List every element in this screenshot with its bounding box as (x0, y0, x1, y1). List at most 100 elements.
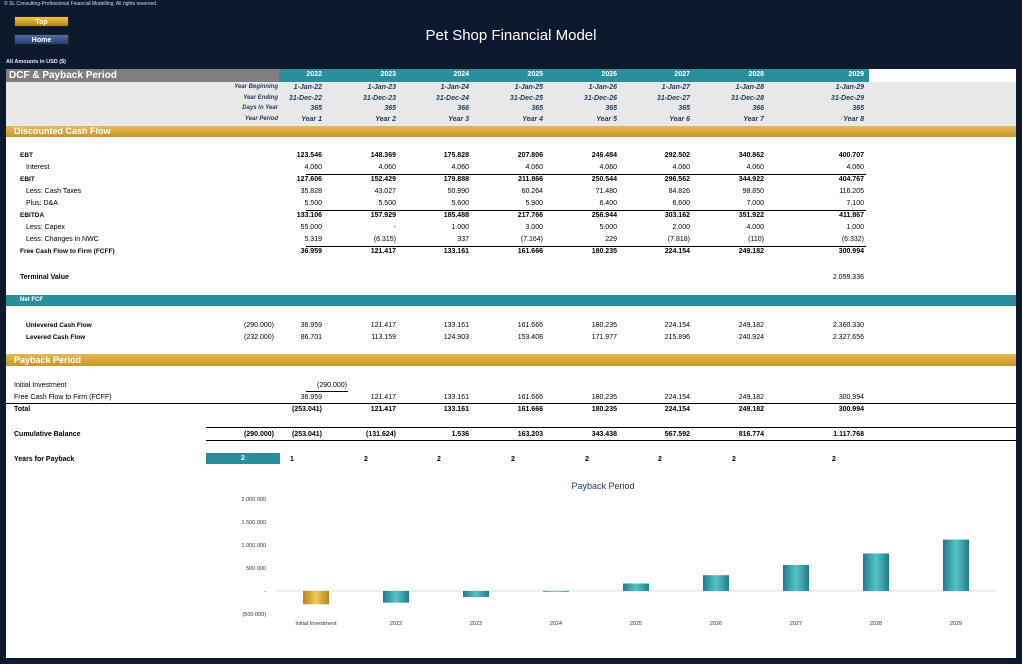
info-value: 366 (457, 105, 469, 112)
bar-2025 (623, 583, 649, 591)
dcf-cell: 60.264 (521, 188, 543, 195)
years-payback-cell: 2 (732, 456, 736, 463)
dcf-cell: 4.060 (599, 164, 617, 171)
dcf-cell: 1.000 (451, 224, 469, 231)
years-payback-cell: 2 (437, 456, 441, 463)
terminal-value: 2.059.336 (832, 274, 864, 281)
chart-title: Payback Period (571, 481, 634, 491)
dcf-row-label: EBITDA (20, 212, 45, 219)
dcf-cell: 4.060 (846, 164, 864, 171)
cumulative-cell: (131.624) (366, 431, 396, 438)
cumulative-cell: 343.438 (591, 431, 617, 438)
info-value: Year 2 (375, 115, 396, 123)
dcf-cell: 116.205 (839, 188, 864, 195)
payback-chart: Payback Period 2.000.000 1.500.000 1.000.00… (242, 481, 996, 627)
dcf-cell: - (393, 224, 396, 231)
payback-total-cell: 180.235 (591, 406, 617, 413)
dcf-cell: 161.666 (517, 248, 543, 255)
cumulative-initial: (290.000) (244, 431, 274, 438)
payback-fcff-cell: 300.994 (838, 394, 864, 401)
dcf-cell: 2.000 (672, 224, 690, 231)
home-button[interactable]: Home (14, 34, 69, 45)
dcf-cell: 7.000 (746, 200, 764, 207)
dcf-cell: 7.100 (846, 200, 864, 207)
payback-total-cell: 224.154 (664, 406, 690, 413)
info-value: 31-Dec-26 (583, 94, 617, 102)
dcf-cell: 50.990 (447, 188, 469, 195)
dcf-cell: 127.606 (296, 176, 322, 183)
cumulative-cell: (253.041) (292, 431, 322, 438)
dcf-cell: 249.182 (738, 248, 764, 255)
net-fcf-initial: (290.000) (244, 322, 274, 329)
dcf-cell: 411.867 (839, 212, 864, 219)
info-label: Year Ending (243, 94, 278, 101)
dcf-cell: 296.562 (664, 176, 690, 183)
net-fcf-row-label: Levered Cash Flow (26, 334, 86, 341)
dcf-cell: 4.060 (746, 164, 764, 171)
payback-total-cell: 249.182 (738, 406, 764, 413)
net-fcf-cell: 224.154 (664, 322, 690, 329)
payback-total-cell: 133.161 (443, 406, 469, 413)
cumulative-label: Cumulative Balance (14, 431, 81, 438)
dcf-cell: 224.154 (664, 248, 690, 255)
info-value: 31-Dec-29 (830, 94, 864, 102)
row-divider (206, 427, 1016, 428)
dcf-cell: 185.488 (443, 212, 469, 219)
dcf-cell: 123.546 (296, 152, 322, 159)
net-fcf-cell: 133.161 (443, 322, 469, 329)
dcf-cell: (6.315) (373, 236, 396, 243)
dcf-row-label: Interest (26, 164, 50, 171)
y-tick-label: 1.500.000 (242, 520, 266, 526)
dcf-cell: 1.000 (846, 224, 864, 231)
bar-2026 (703, 575, 729, 591)
info-value: 1-Jan-26 (588, 84, 617, 91)
dcf-cell: 400.707 (838, 152, 864, 159)
terminal-value-label: Terminal Value (20, 274, 69, 281)
info-value: 31-Dec-25 (509, 94, 543, 102)
dcf-cell: 157.929 (370, 212, 396, 219)
dcf-cell: (110) (748, 236, 764, 243)
net-fcf-cell: 36.959 (300, 322, 322, 329)
dcf-cell: 36.959 (300, 248, 322, 255)
row-divider (306, 210, 866, 211)
payback-total-cell: (253.041) (292, 406, 322, 413)
y-tick-label: (500.000) (242, 612, 266, 618)
dcf-cell: 246.484 (591, 152, 617, 159)
info-value: Year 5 (596, 115, 617, 123)
payback-fcff-cell: 121.417 (370, 394, 396, 401)
dcf-cell: 133.161 (443, 248, 469, 255)
net-fcf-row-label: Unlevered Cash Flow (26, 322, 92, 329)
bar-2029 (943, 539, 969, 591)
dcf-cell: 404.767 (838, 176, 864, 183)
payback-fcff-cell: 180.235 (591, 394, 617, 401)
net-fcf-title: Net FCF (20, 297, 43, 303)
info-value: Year 4 (522, 115, 543, 123)
payback-total-cell: 121.417 (370, 406, 396, 413)
dcf-cell: 152.429 (370, 176, 396, 183)
years-payback-cell: 2 (364, 456, 368, 463)
payback-total-label: Total (14, 406, 31, 413)
net-fcf-cell: 2.360.330 (832, 322, 864, 329)
dcf-row-label: Less: Changes in NWC (26, 236, 99, 243)
header-years-band (279, 69, 869, 82)
top-button[interactable]: Top (14, 16, 69, 27)
payback-fcff-cell: 224.154 (664, 394, 690, 401)
info-value: Year 6 (669, 115, 690, 123)
net-fcf-cell: 124.903 (443, 334, 469, 341)
dcf-cell: 3.000 (525, 224, 543, 231)
payback-total-cell: 161.666 (517, 406, 543, 413)
info-value: 1-Jan-29 (835, 84, 864, 91)
row-divider (206, 440, 1016, 441)
dcf-cell: 4.060 (451, 164, 469, 171)
dcf-cell: 179.888 (443, 176, 469, 183)
info-value: 1-Jan-23 (367, 84, 396, 91)
dcf-row-label: Free Cash Flow to Firm (FCFF) (20, 248, 115, 255)
dcf-cell: 344.922 (738, 176, 764, 183)
net-fcf-cell: 161.666 (517, 322, 543, 329)
dcf-cell: 6.600 (672, 200, 690, 207)
year-header-2028: 2028 (748, 71, 764, 78)
net-fcf-cell: 180.235 (591, 322, 617, 329)
row-divider (6, 403, 1016, 404)
dcf-cell: 340.862 (738, 152, 764, 159)
